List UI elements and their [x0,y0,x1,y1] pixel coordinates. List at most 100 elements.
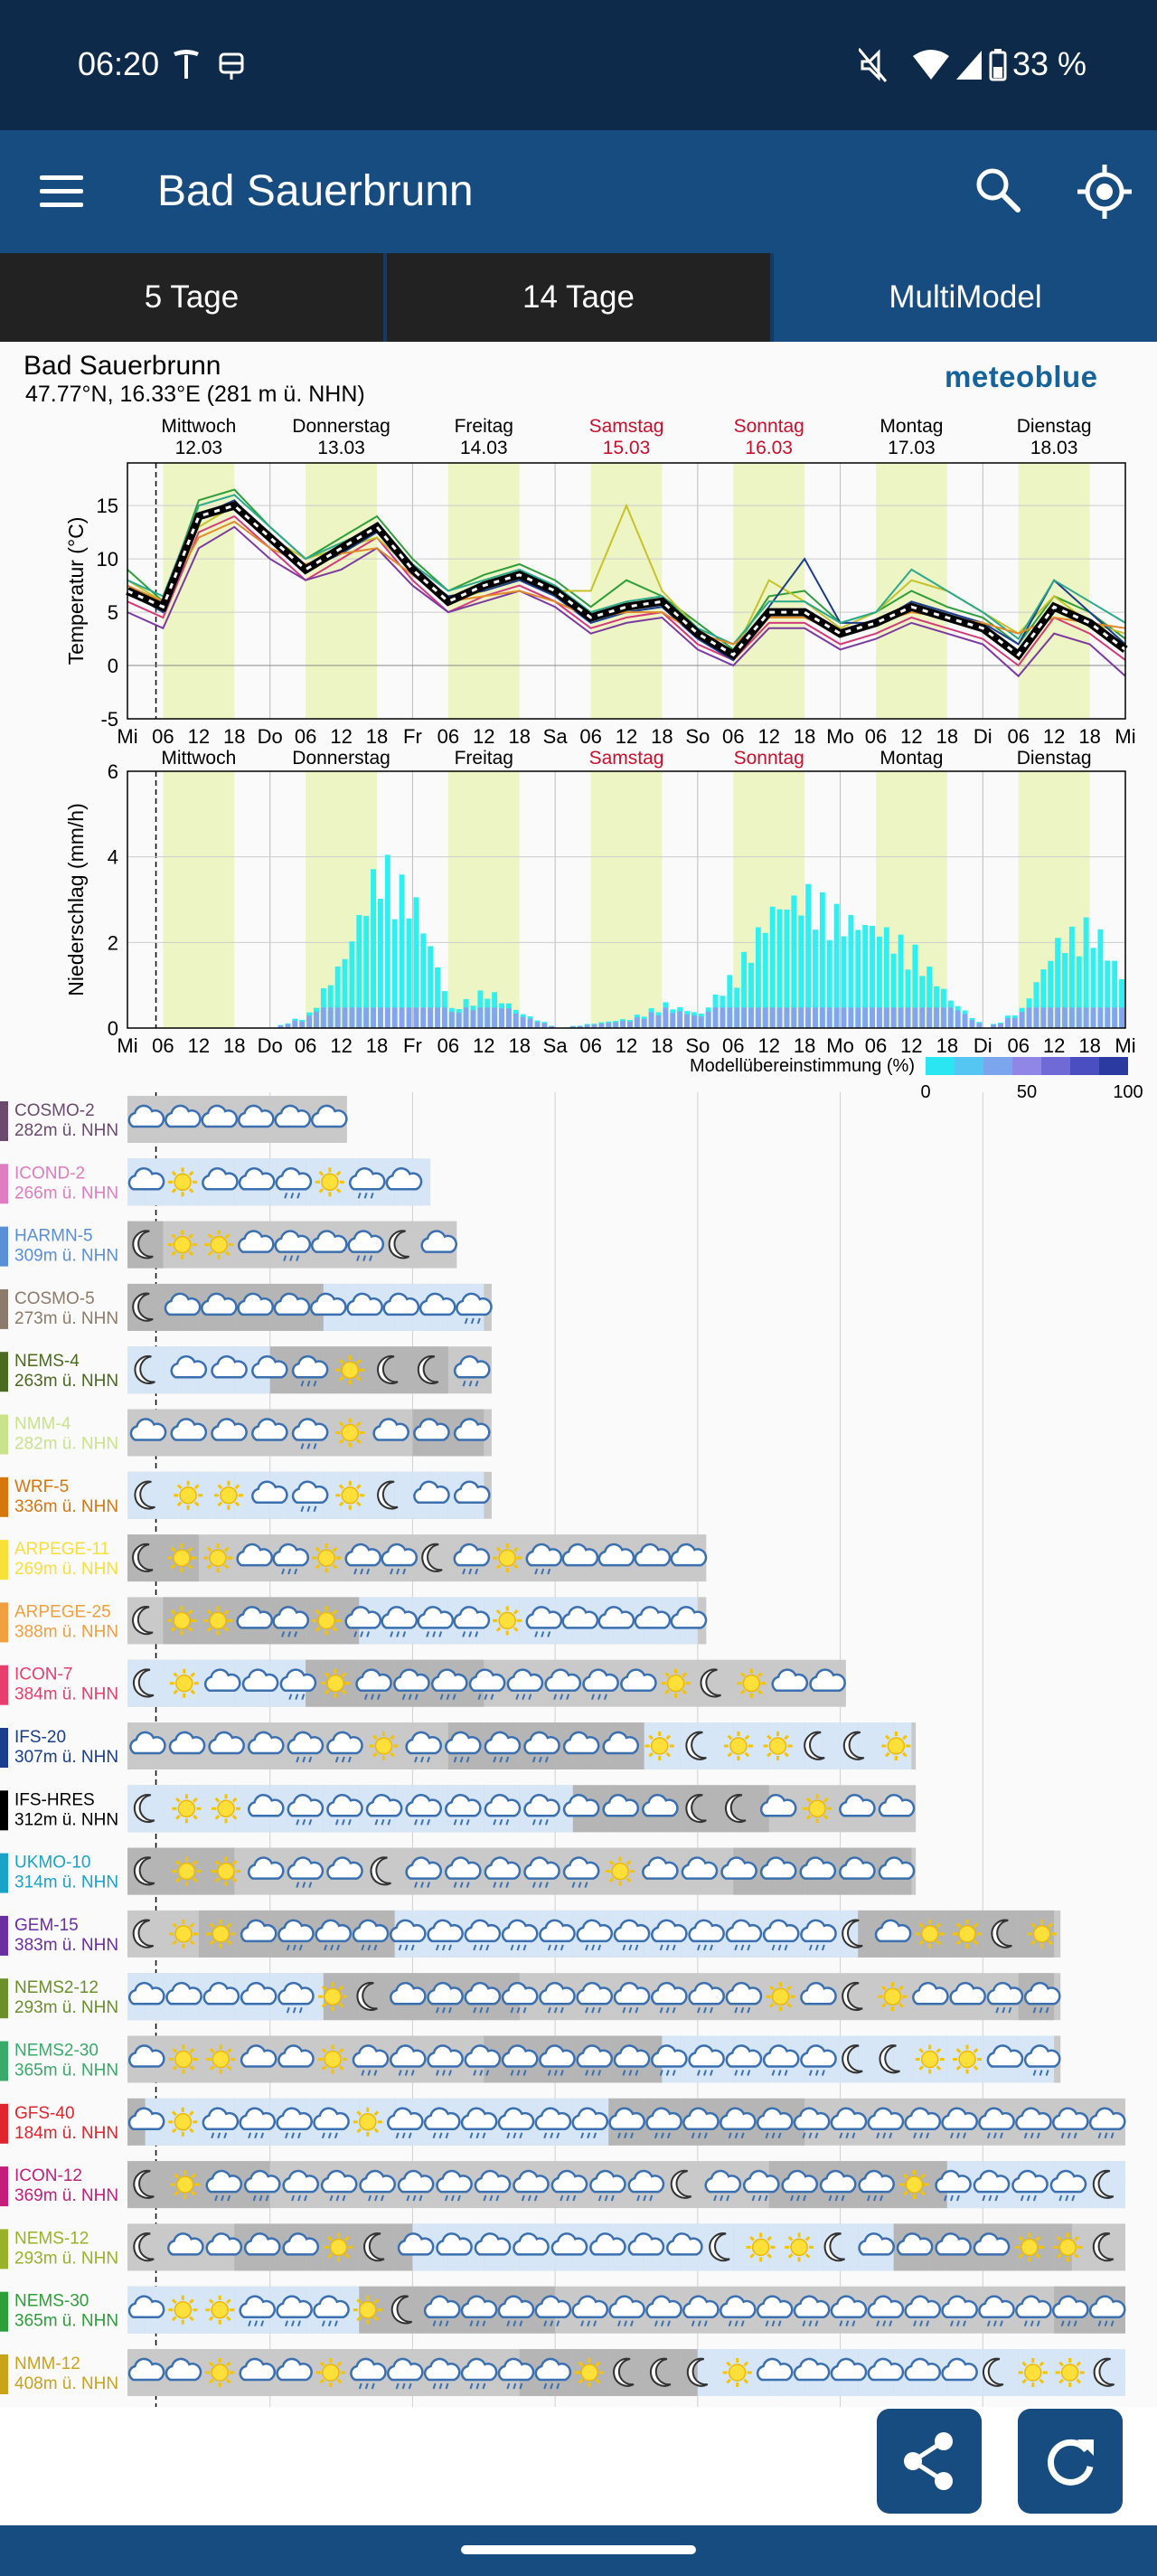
rain-cloud-icon [501,2044,539,2068]
rain-drop-icon [408,2383,412,2390]
model-bar-shade [768,2223,787,2271]
rain-cloud-icon [725,1919,763,1943]
sun-icon-ray [1074,2236,1079,2241]
rain-cloud-icon [904,2295,941,2318]
rain-drop-icon [1060,2320,1065,2327]
rain-drop-icon [1008,2006,1012,2014]
sun-icon [317,1611,335,1630]
precip-agreement-bar [1004,1017,1011,1028]
tab-multimodel[interactable]: MultiModel [774,253,1157,342]
rain-drop-icon [448,2006,452,2014]
sun-icon-ray [355,1484,362,1490]
sun-icon [173,1549,191,1567]
model-bar-shade [163,1785,182,1833]
precip-agreement-bar [606,1023,612,1028]
precip-day-label: Mittwoch [161,748,236,769]
rain-drop-icon [252,2194,257,2202]
sun-icon-ray [767,2253,772,2259]
tab-14-tage[interactable]: 14 Tage [387,253,770,342]
moon-icon [134,1354,155,1384]
sun-icon-ray [223,1563,230,1570]
rain-cloud-icon [427,2044,464,2068]
rain-cloud-icon [608,2295,645,2318]
precip-agreement-bar [741,1007,748,1028]
refresh-button[interactable] [1018,2409,1123,2514]
precip-bar [870,925,875,1028]
rain-drop-icon [697,2006,701,2014]
rain-drop-icon [283,1255,287,1261]
rain-cloud-icon [344,1543,381,1567]
rain-drop-icon [889,2132,893,2139]
precip-agreement-bar [299,1021,306,1028]
rain-drop-icon [580,2132,585,2139]
model-name: ARPEGE-25 [14,1602,111,1621]
cloud-icon [759,1794,797,1817]
rain-drop-icon [414,1756,419,1763]
model-color-swatch [0,2229,8,2269]
sun-icon-ray [341,1689,347,1695]
cloud-icon [562,1731,600,1755]
sun-icon-ray [373,2298,380,2304]
model-elevation: 282m ü. NHN [14,1121,118,1140]
rain-drop-icon [740,2006,745,2014]
wifi-icon [913,50,949,80]
menu-icon[interactable] [40,174,83,210]
cloud-icon [419,1292,456,1316]
rain-drop-icon [814,2070,819,2076]
moon-icon [377,1480,399,1510]
multimodel-content[interactable]: Bad Sauerbrunn 47.77°N, 16.33°E (281 m ü… [0,342,1157,2407]
cloud-icon [390,1981,427,2005]
rain-drop-icon [553,2006,558,2014]
sun-icon-ray [355,1421,362,1427]
precip-x-tick-label: 18 [936,1034,958,1057]
rain-cloud-icon [793,2295,831,2318]
nav-handle[interactable] [461,2545,696,2554]
sun-icon [322,2364,340,2382]
sun-icon [326,1674,344,1693]
view-tabs: 5 Tage 14 Tage MultiModel [0,253,1157,342]
precip-agreement-bar [1011,1017,1018,1028]
rain-cloud-icon [682,2107,720,2131]
rain-drop-icon [361,2070,365,2076]
meteoblue-logo: meteoblue [945,360,1098,393]
precip-x-tick-label: Mi [117,1034,137,1057]
rain-drop-icon [432,2383,437,2390]
cloud-icon [236,1606,273,1629]
locate-icon[interactable] [1077,165,1132,219]
rain-drop-icon [448,1944,452,1951]
rain-drop-icon [414,1694,419,1701]
rain-drop-icon [398,2070,402,2076]
temperature-x-tick-label: 06 [152,725,174,748]
rain-drop-icon [728,2320,732,2327]
model-elevation: 282m ü. NHN [14,1435,118,1454]
model-elevation: 307m ü. NHN [14,1748,118,1767]
search-icon[interactable] [974,166,1021,213]
tab-5-tage[interactable]: 5 Tage [0,253,383,342]
precip-bar [399,874,405,1028]
rain-drop-icon [541,1631,545,1637]
sun-icon-ray [373,2128,380,2134]
model-bar-shade [145,1283,164,1331]
sun-icon [729,1737,748,1755]
rain-drop-icon [513,2132,517,2139]
cloud-icon [372,1418,409,1441]
precip-bar [391,919,398,1028]
precip-bar [841,936,847,1028]
model-bar-shade [145,1471,164,1519]
rain-drop-icon [466,1818,470,1826]
sun-icon-ray [207,1233,213,1239]
cloud-icon [164,1292,202,1316]
rain-drop-icon [851,2320,856,2327]
rain-drop-icon [420,1818,425,1826]
model-elevation: 312m ü. NHN [14,1810,118,1829]
moon-icon [685,1731,707,1760]
rain-drop-icon [367,2070,372,2076]
model-bar-shade [733,2223,751,2271]
sun-icon-ray [648,1734,654,1741]
rain-cloud-icon [347,1230,384,1253]
rain-drop-icon [593,2320,597,2327]
rain-drop-icon [367,1944,372,1951]
share-button[interactable] [877,2409,982,2514]
